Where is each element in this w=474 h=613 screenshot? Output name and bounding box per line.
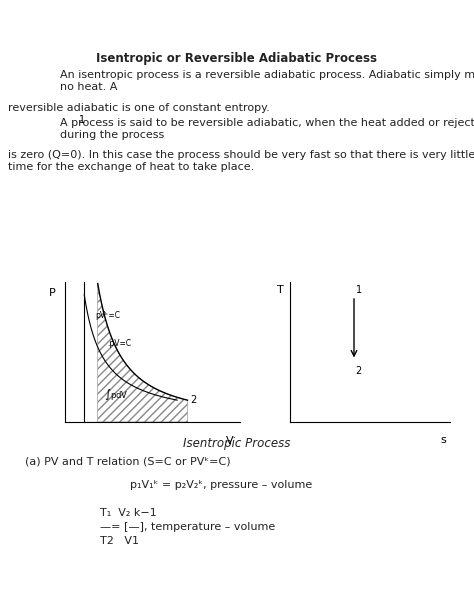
Text: Isentropic or Reversible Adiabatic Process: Isentropic or Reversible Adiabatic Proce…: [97, 52, 377, 65]
Text: 1: 1: [80, 115, 86, 126]
Text: .pV=C: .pV=C: [107, 339, 131, 348]
Text: pVᵏ=C: pVᵏ=C: [95, 311, 120, 320]
Text: P: P: [49, 287, 56, 297]
Text: 2: 2: [356, 366, 362, 376]
Text: 2: 2: [190, 395, 197, 405]
Text: 1: 1: [356, 284, 362, 295]
Text: (a) PV and T relation (S=C or PVᵏ=C): (a) PV and T relation (S=C or PVᵏ=C): [25, 456, 231, 466]
Text: T₁  V₂ k−1: T₁ V₂ k−1: [100, 508, 157, 518]
Text: V: V: [226, 436, 233, 446]
Text: reversible adiabatic is one of constant entropy.: reversible adiabatic is one of constant …: [8, 103, 270, 113]
Text: —= [—], temperature – volume: —= [—], temperature – volume: [100, 522, 275, 532]
Text: T: T: [277, 285, 284, 295]
Text: is zero (Q=0). In this case the process should be very fast so that there is ver: is zero (Q=0). In this case the process …: [8, 150, 474, 172]
Text: A process is said to be reversible adiabatic, when the heat added or rejected
du: A process is said to be reversible adiab…: [60, 118, 474, 140]
Text: $\int$pdV: $\int$pdV: [103, 387, 128, 402]
Text: s: s: [441, 435, 447, 444]
Text: T2   V1: T2 V1: [100, 536, 139, 546]
Text: p₁V₁ᵏ = p₂V₂ᵏ, pressure – volume: p₁V₁ᵏ = p₂V₂ᵏ, pressure – volume: [130, 480, 312, 490]
Text: Isentropic Process: Isentropic Process: [183, 437, 291, 450]
Text: An isentropic process is a reversible adiabatic process. Adiabatic simply means
: An isentropic process is a reversible ad…: [60, 70, 474, 91]
